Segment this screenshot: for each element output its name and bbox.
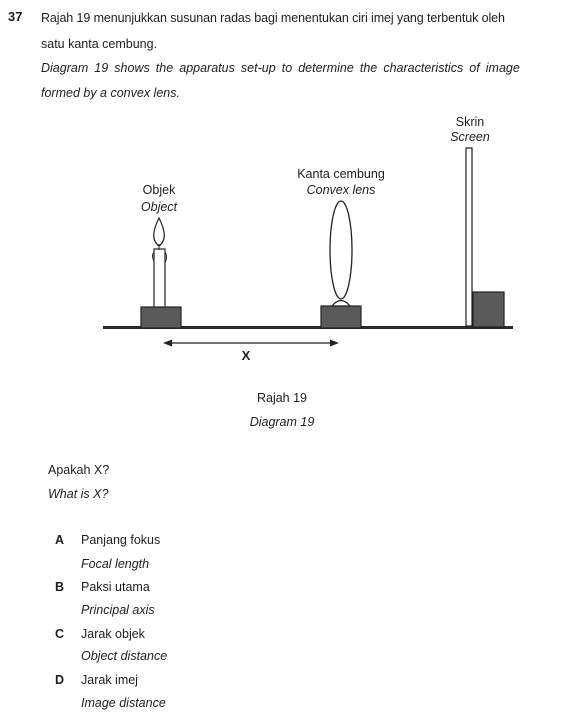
screen-label-english: Screen — [450, 130, 490, 144]
option-text-malay: Paksi utama — [81, 580, 150, 594]
lens-label-malay: Kanta cembung — [297, 167, 385, 181]
option-text-malay: Jarak imej — [81, 673, 138, 687]
question-stem-malay-line2: satu kanta cembung. — [41, 37, 158, 51]
diagram-caption-english: Diagram 19 — [249, 415, 315, 429]
diagram-caption-malay: Rajah 19 — [256, 391, 308, 405]
candle-drip — [164, 251, 167, 264]
prompt-english: What is X? — [48, 487, 109, 501]
flame-icon — [153, 216, 165, 247]
lens-label-english: Convex lens — [306, 183, 376, 197]
option-letter: D — [55, 673, 65, 687]
optical-bench — [103, 326, 513, 329]
option-letter: C — [55, 627, 65, 641]
option-text-english: Object distance — [81, 649, 168, 663]
question-stem-english-line2: formed by a convex lens. — [41, 86, 180, 100]
object-label-english: Object — [140, 200, 178, 214]
candle — [153, 248, 166, 308]
screen-holder-block — [472, 291, 505, 328]
question-stem-malay-line1: Rajah 19 menunjukkan susunan radas bagi … — [41, 11, 505, 25]
option-text-malay: Panjang fokus — [81, 533, 161, 547]
question-stem-english-line1: Diagram 19 shows the apparatus set-up to… — [41, 61, 520, 75]
option-text-english: Focal length — [81, 557, 150, 571]
option-text-english: Image distance — [81, 696, 166, 710]
option-letter: B — [55, 580, 65, 594]
lens-holder-block — [320, 305, 362, 329]
screen-label-malay: Skrin — [455, 115, 485, 129]
screen — [465, 147, 473, 327]
lens-stand — [330, 299, 352, 307]
question-number: 37 — [8, 9, 23, 24]
convex-lens — [329, 200, 353, 300]
option-text-english: Principal axis — [81, 603, 155, 617]
option-text-malay: Jarak objek — [81, 627, 145, 641]
arrowhead-right-icon — [330, 339, 339, 347]
object-label-malay: Objek — [142, 183, 176, 197]
distance-label-x: X — [241, 348, 251, 363]
option-letter: A — [55, 533, 65, 547]
candle-holder-block — [140, 306, 182, 329]
arrowhead-left-icon — [163, 339, 172, 347]
candle-drip — [152, 251, 155, 262]
prompt-malay: Apakah X? — [48, 463, 110, 477]
